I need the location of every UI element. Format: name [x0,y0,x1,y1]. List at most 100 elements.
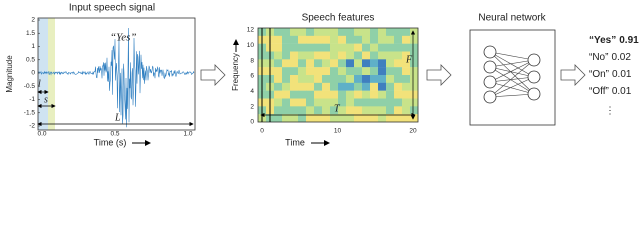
heat-cell [346,35,355,44]
heat-cell [386,90,395,99]
heat-cell [362,28,371,37]
heat-cell [386,28,395,37]
heat-cell [290,98,299,107]
y-tick-label: 0 [31,70,35,77]
y-tick-label: 12 [247,27,255,34]
heat-cell [386,114,395,123]
heat-cell [370,43,379,52]
heat-cell [354,114,363,123]
heat-cell [330,75,339,84]
heat-cell [378,75,387,84]
heat-cell [394,51,403,60]
heat-cell [410,98,419,107]
heat-cell [322,35,331,44]
x-tick-label: 20 [409,128,417,135]
node [483,60,497,74]
heat-cell [290,82,299,91]
heat-cell [274,59,283,68]
node [527,53,541,67]
heat-cell [410,82,419,91]
y-tick-label: 6 [250,73,254,80]
heat-cell [346,59,355,68]
heat-cell [394,35,403,44]
network-box [469,29,556,126]
heat-cell [370,35,379,44]
heat-cell [298,67,307,76]
heat-cell [346,114,355,123]
heat-cell [338,59,347,68]
heat-cell [274,98,283,107]
heat-cell [322,51,331,60]
heat-cell [314,114,323,123]
heat-cell [402,98,411,107]
heat-cell [386,59,395,68]
heat-cell [362,59,371,68]
heat-cell [314,67,323,76]
heat-cell [354,59,363,68]
figure: Input speech signal Magnitude Time (s) “… [5,3,639,148]
heat-cell [370,98,379,107]
heat-cell [290,35,299,44]
heat-cell [290,43,299,52]
heat-cell [290,106,299,115]
heat-cell [282,35,291,44]
heat-cell [338,90,347,99]
features-title: Speech features [302,13,375,24]
heat-cell [362,43,371,52]
heat-cell [282,59,291,68]
heat-cell [282,75,291,84]
heat-cell [274,114,283,123]
heat-cell [394,82,403,91]
heat-cell [314,106,323,115]
window-length: l [38,78,41,89]
heat-cell [378,106,387,115]
heat-cell [378,82,387,91]
heat-cell [298,43,307,52]
ellipsis: ⋮ [605,106,615,117]
heat-cell [330,43,339,52]
node [483,90,497,104]
heat-cell [298,35,307,44]
signal-length: L [114,112,121,123]
signal-panel: Input speech signal Magnitude Time (s) “… [5,3,196,147]
heat-cell [298,98,307,107]
y-tick-label: 2 [250,103,254,110]
heat-cell [346,82,355,91]
heat-cell [394,59,403,68]
heat-cell [290,75,299,84]
stride: s [44,94,48,105]
heat-cell [354,35,363,44]
heat-cell [322,98,331,107]
y-tick-label: -1 [29,96,35,103]
heat-cell [362,90,371,99]
heat-cell [330,106,339,115]
heat-cell [386,75,395,84]
heat-cell [378,35,387,44]
heat-cell [346,90,355,99]
heat-cell [298,114,307,123]
heat-cell [306,51,315,60]
heat-cell [298,82,307,91]
heat-cell [306,43,315,52]
heat-cell [370,28,379,37]
window-shade [48,18,55,130]
features-panel: Speech features F T Frequency Time 0 2 4 6 8… [231,13,419,147]
heat-cell [314,98,323,107]
heat-cell [314,51,323,60]
heat-cell [298,28,307,37]
heat-cell [362,82,371,91]
heat-cell [338,82,347,91]
heat-cell [378,114,387,123]
heat-cell [370,82,379,91]
heat-cell [402,114,411,123]
y-axis-label: Frequency [231,53,240,91]
heat-cell [370,59,379,68]
heat-cell [338,114,347,123]
heat-cell [402,43,411,52]
outputs: “Yes” 0.91“No” 0.02“On” 0.01“Off” 0.01⋮ [589,35,639,117]
heat-cell [362,106,371,115]
x-tick-label: 0.0 [37,131,46,138]
network-title: Neural network [478,13,546,24]
heat-cell [346,51,355,60]
edge [489,66,535,95]
